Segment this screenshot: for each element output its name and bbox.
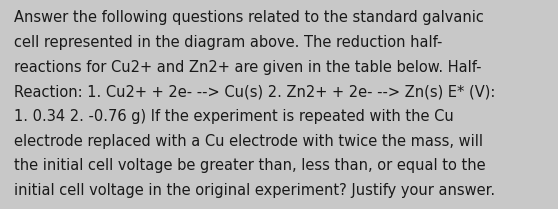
Text: cell represented in the diagram above. The reduction half-: cell represented in the diagram above. T… <box>14 35 442 50</box>
Text: Reaction: 1. Cu2+ + 2e- --> Cu(s) 2. Zn2+ + 2e- --> Zn(s) E* (V):: Reaction: 1. Cu2+ + 2e- --> Cu(s) 2. Zn2… <box>14 84 496 99</box>
Text: 1. 0.34 2. -0.76 g) If the experiment is repeated with the Cu: 1. 0.34 2. -0.76 g) If the experiment is… <box>14 109 454 124</box>
Text: the initial cell voltage be greater than, less than, or equal to the: the initial cell voltage be greater than… <box>14 158 485 173</box>
Text: Answer the following questions related to the standard galvanic: Answer the following questions related t… <box>14 10 484 25</box>
Text: electrode replaced with a Cu electrode with twice the mass, will: electrode replaced with a Cu electrode w… <box>14 134 483 149</box>
Text: initial cell voltage in the original experiment? Justify your answer.: initial cell voltage in the original exp… <box>14 183 495 198</box>
Text: reactions for Cu2+ and Zn2+ are given in the table below. Half-: reactions for Cu2+ and Zn2+ are given in… <box>14 60 482 75</box>
